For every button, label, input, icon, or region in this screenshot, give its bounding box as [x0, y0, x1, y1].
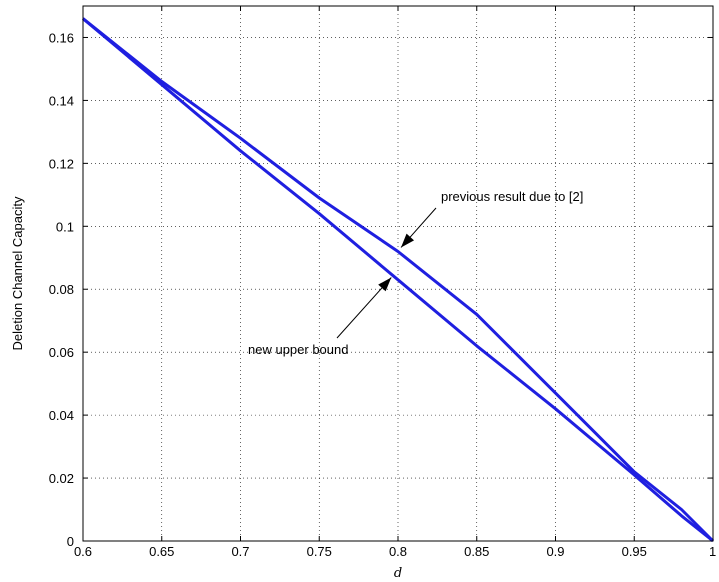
x-tick-label: 0.85	[464, 544, 489, 559]
annotation-arrowhead	[401, 233, 415, 248]
y-tick-label: 0.06	[49, 345, 74, 360]
y-tick-label: 0.1	[56, 219, 74, 234]
x-tick-label: 0.8	[389, 544, 407, 559]
y-tick-label: 0.14	[49, 93, 74, 108]
x-tick-label: 0.95	[622, 544, 647, 559]
x-axis-label: d	[394, 566, 402, 581]
annotation-arrowhead	[378, 277, 392, 292]
y-tick-label: 0.02	[49, 471, 74, 486]
x-tick-label: 0.7	[231, 544, 249, 559]
x-tick-label: 1	[709, 544, 716, 559]
series-line-2	[82, 17, 715, 543]
y-tick-label: 0.12	[49, 156, 74, 171]
annotations: previous result due to [2] new upper boun…	[248, 189, 583, 357]
x-tick-label: 0.65	[149, 544, 174, 559]
series-lines	[82, 17, 715, 543]
y-tick-label: 0	[67, 534, 74, 549]
x-tick-label: 0.75	[307, 544, 332, 559]
annotation-previous-result: previous result due to [2]	[441, 189, 583, 204]
series-line-1	[82, 17, 714, 543]
y-tick-label: 0.04	[49, 408, 74, 423]
y-tick-label: 0.08	[49, 282, 74, 297]
annotation-new-upper-bound: new upper bound	[248, 342, 348, 357]
y-axis-label: Deletion Channel Capacity	[10, 196, 25, 350]
x-tick-label: 0.6	[74, 544, 92, 559]
x-tick-label: 0.9	[546, 544, 564, 559]
axis-ticks: 0.6 0.65 0.7 0.75 0.8 0.85 0.9 0.95 1 0 0.02 0.04 0.…	[49, 6, 716, 559]
y-tick-label: 0.16	[49, 30, 74, 45]
